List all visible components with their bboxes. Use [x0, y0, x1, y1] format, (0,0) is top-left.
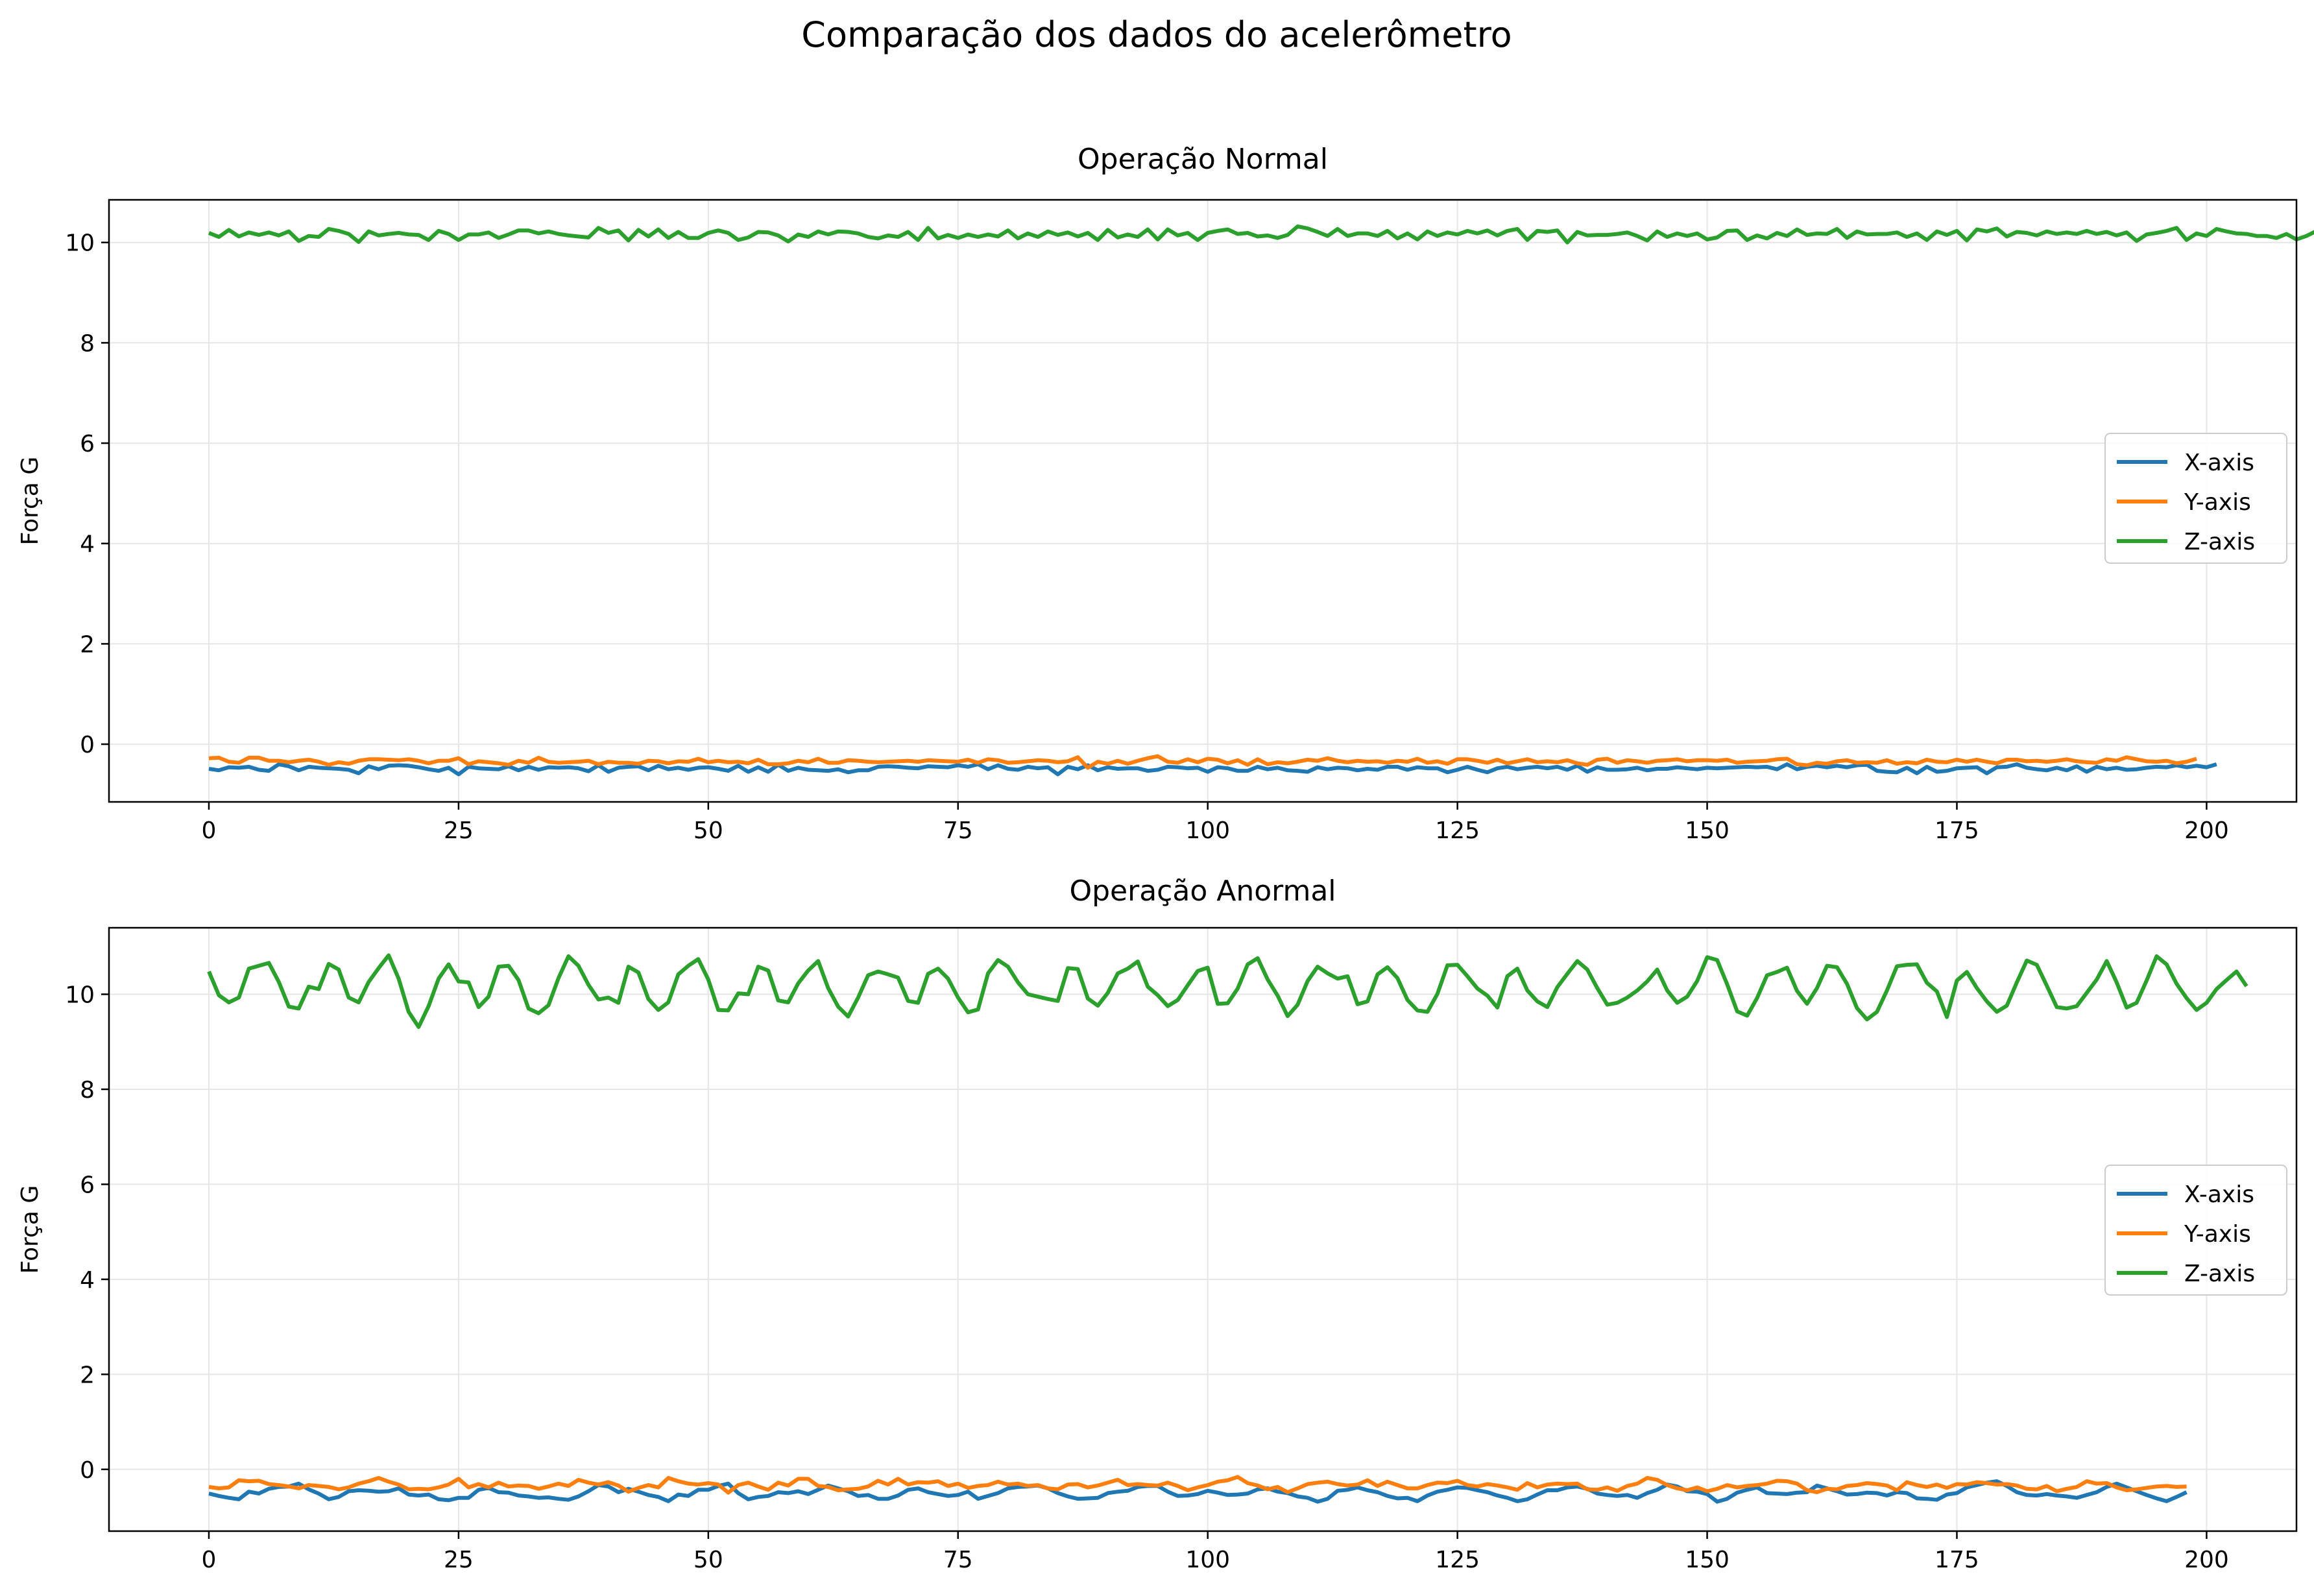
x-tick-label: 75: [943, 817, 973, 844]
x-tick-label: 50: [693, 1547, 723, 1573]
x-tick-label: 175: [1934, 1547, 1979, 1573]
subplot-title: Operação Normal: [1078, 143, 1328, 176]
legend-box: [2104, 1165, 2287, 1296]
series-line-y-axis: [208, 1475, 2187, 1495]
x-tick-label: 150: [1685, 817, 1729, 844]
x-tick-label: 125: [1435, 1547, 1480, 1573]
series-line-x-axis: [208, 762, 2217, 777]
y-tick-label: 4: [80, 1267, 95, 1294]
x-tick-label: 25: [444, 817, 474, 844]
series-line-x-axis: [208, 1479, 2187, 1504]
y-tick-label: 0: [80, 732, 95, 758]
x-tick-label: 0: [202, 817, 217, 844]
y-tick-label: 10: [65, 230, 95, 257]
y-tick-label: 8: [80, 1077, 95, 1104]
plot-frame: [108, 926, 2298, 1532]
legend-label-x-axis: X-axis: [2184, 1181, 2254, 1208]
y-tick-label: 2: [80, 631, 95, 658]
legend: X-axis Y-axis Z-axis: [2104, 433, 2287, 564]
y-tick-label: 4: [80, 531, 95, 558]
x-tick-label: 200: [2184, 817, 2229, 844]
legend-label-y-axis: Y-axis: [2184, 1221, 2251, 1248]
x-tick-label: 175: [1934, 817, 1979, 844]
x-tick-label: 0: [202, 1547, 217, 1573]
legend-box: [2104, 433, 2287, 564]
y-axis-label: Força G: [17, 1185, 43, 1274]
x-tick-label: 25: [444, 1547, 474, 1573]
series-line-y-axis: [208, 754, 2197, 770]
legend: X-axis Y-axis Z-axis: [2104, 1165, 2287, 1296]
x-tick-label: 50: [693, 817, 723, 844]
subplot-title: Operação Anormal: [1069, 875, 1336, 908]
y-tick-label: 6: [80, 1172, 95, 1198]
y-tick-label: 10: [65, 982, 95, 1009]
figure-suptitle: Comparação dos dados do acelerômetro: [801, 14, 1512, 55]
legend-label-z-axis: Z-axis: [2184, 529, 2255, 555]
legend-label-y-axis: Y-axis: [2184, 489, 2251, 516]
y-tick-label: 8: [80, 330, 95, 357]
series-line-z-axis: [207, 953, 2248, 1029]
subplot-abnormal: 0 25 50 75 100 125 150 175 200 0 2 4 6 8 10 Operação An…: [17, 875, 2298, 1573]
subplot-normal: 0 25 50 75 100 125 150 175 200 0 2 4 6 8 10 Operação No…: [17, 143, 2314, 844]
x-tick-label: 150: [1685, 1547, 1729, 1573]
y-tick-label: 6: [80, 431, 95, 457]
x-tick-label: 125: [1435, 817, 1480, 844]
x-tick-label: 200: [2184, 1547, 2229, 1573]
x-tick-label: 100: [1185, 817, 1230, 844]
x-tick-label: 75: [943, 1547, 973, 1573]
series-line-z-axis: [208, 224, 2314, 245]
legend-label-z-axis: Z-axis: [2184, 1261, 2255, 1287]
x-tick-label: 100: [1185, 1547, 1230, 1573]
plot-frame: [108, 199, 2298, 803]
legend-label-x-axis: X-axis: [2184, 450, 2254, 476]
y-axis-label: Força G: [17, 457, 43, 546]
y-tick-label: 0: [80, 1457, 95, 1484]
y-tick-label: 2: [80, 1362, 95, 1388]
